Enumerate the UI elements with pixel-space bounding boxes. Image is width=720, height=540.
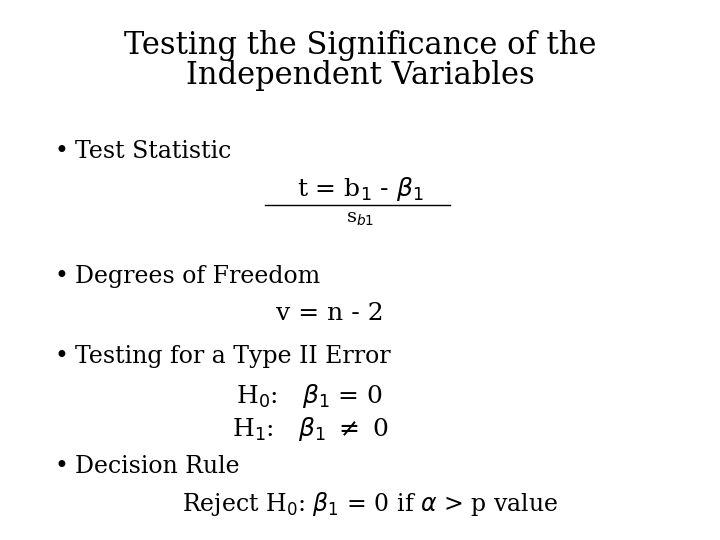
Text: •: •: [55, 140, 69, 163]
Text: H$_0$:   $\beta_1$ = 0: H$_0$: $\beta_1$ = 0: [236, 382, 384, 410]
Text: •: •: [55, 345, 69, 368]
Text: Testing for a Type II Error: Testing for a Type II Error: [75, 345, 391, 368]
Text: Reject H$_0$: $\beta_1$ = 0 if $\alpha$ > p value: Reject H$_0$: $\beta_1$ = 0 if $\alpha$ …: [182, 490, 558, 518]
Text: Test Statistic: Test Statistic: [75, 140, 231, 163]
Text: v = n - 2: v = n - 2: [276, 302, 384, 325]
Text: H$_1$:   $\beta_1$ $\neq$ 0: H$_1$: $\beta_1$ $\neq$ 0: [232, 415, 388, 443]
Text: •: •: [55, 455, 69, 478]
Text: Independent Variables: Independent Variables: [186, 60, 534, 91]
Text: s$_{b1}$: s$_{b1}$: [346, 210, 374, 228]
Text: Decision Rule: Decision Rule: [75, 455, 240, 478]
Text: Degrees of Freedom: Degrees of Freedom: [75, 265, 320, 288]
Text: Testing the Significance of the: Testing the Significance of the: [124, 30, 596, 61]
Text: t = b$_1$ - $\beta_1$: t = b$_1$ - $\beta_1$: [297, 175, 423, 203]
Text: •: •: [55, 265, 69, 288]
